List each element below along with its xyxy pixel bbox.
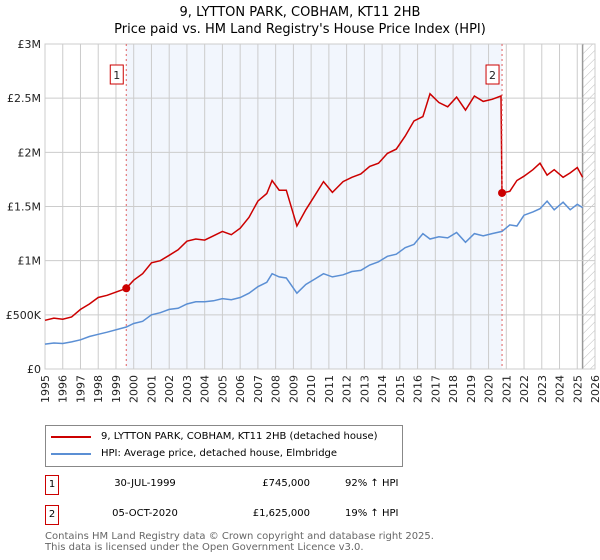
- y-tick-label: £2.5M: [7, 92, 41, 105]
- x-tick-label: 2013: [358, 375, 371, 403]
- x-tick-label: 1998: [92, 375, 105, 403]
- sale-badge-label: 2: [489, 69, 496, 82]
- hpi-diff: 92% ↑ HPI: [345, 478, 399, 489]
- x-tick-label: 2024: [554, 375, 567, 403]
- title: 9, LYTTON PARK, COBHAM, KT11 2HB: [179, 5, 421, 20]
- x-tick-label: 2021: [500, 375, 513, 403]
- footer: Contains HM Land Registry data © Crown c…: [45, 531, 434, 553]
- x-tick-label: 2016: [412, 375, 425, 403]
- x-tick-label: 2023: [536, 375, 549, 403]
- y-tick-label: £0: [27, 363, 41, 376]
- x-tick-label: 2018: [447, 375, 460, 403]
- sale-date: 30-JUL-1999: [114, 478, 176, 489]
- x-tick-label: 2019: [465, 375, 478, 403]
- x-tick-label: 2010: [305, 375, 318, 403]
- sale-badge-label: 1: [113, 69, 120, 82]
- chart-title: 9, LYTTON PARK, COBHAM, KT11 2HB Price p…: [0, 4, 600, 38]
- x-tick-label: 2001: [145, 375, 158, 403]
- table-row: 1 30-JUL-1999 £745,000 92% ↑ HPI: [45, 475, 445, 495]
- x-tick-label: 2015: [394, 375, 407, 403]
- x-tick-label: 1997: [74, 375, 87, 403]
- x-tick-label: 1995: [39, 375, 52, 403]
- x-tick-label: 2006: [234, 375, 247, 403]
- legend-label: HPI: Average price, detached house, Elmb…: [101, 448, 338, 459]
- sale-badge: [485, 64, 500, 85]
- y-tick-label: £1.5M: [7, 201, 41, 214]
- legend-item-property: 9, LYTTON PARK, COBHAM, KT11 2HB (detach…: [51, 431, 378, 442]
- x-tick-label: 2003: [181, 375, 194, 403]
- x-tick-label: 2007: [252, 375, 265, 403]
- x-tick-label: 2004: [199, 375, 212, 403]
- hpi-diff: 19% ↑ HPI: [345, 508, 399, 519]
- marker-badge: 1: [45, 475, 59, 495]
- price-chart: 1995 1996 1997 1998 1999 2000 2001 2002 2003 2004…: [6, 38, 600, 403]
- marker-badge: 2: [45, 505, 59, 525]
- table-row: 2 05-OCT-2020 £1,625,000 19% ↑ HPI: [45, 505, 445, 525]
- legend-swatch-blue: [51, 452, 91, 455]
- x-tick-label: 2017: [429, 375, 442, 403]
- x-tick-label: 2000: [128, 375, 141, 403]
- chart-legend: 9, LYTTON PARK, COBHAM, KT11 2HB (detach…: [45, 425, 403, 467]
- sale-badge: [109, 64, 124, 85]
- x-tick-label: 2022: [518, 375, 531, 403]
- x-tick-label: 2008: [270, 375, 283, 403]
- x-tick-label: 2005: [216, 375, 229, 403]
- x-tick-label: 2012: [341, 375, 354, 403]
- y-tick-label: £2M: [18, 146, 42, 159]
- legend-label: 9, LYTTON PARK, COBHAM, KT11 2HB (detach…: [101, 431, 378, 442]
- x-tick-label: 1999: [110, 375, 123, 403]
- sale-price: £1,625,000: [252, 508, 310, 519]
- legend-swatch-red: [51, 435, 91, 438]
- y-tick-label: £1M: [18, 255, 42, 268]
- sale-date: 05-OCT-2020: [112, 508, 178, 519]
- sale-point: [498, 188, 507, 197]
- x-tick-label: 2020: [483, 375, 496, 403]
- sale-point: [122, 284, 131, 293]
- hpi-line: [44, 199, 583, 345]
- x-tick-label: 2009: [287, 375, 300, 403]
- subtitle: Price paid vs. HM Land Registry's House …: [114, 22, 486, 37]
- y-tick-label: £3M: [18, 38, 42, 51]
- x-tick-label: 2002: [163, 375, 176, 403]
- y-tick-label: £500K: [6, 309, 42, 322]
- x-tick-label: 2014: [376, 375, 389, 403]
- footer-copyright: Contains HM Land Registry data © Crown c…: [45, 531, 434, 542]
- x-tick-label: 2026: [589, 375, 600, 403]
- x-tick-label: 2025: [571, 375, 584, 403]
- sale-price: £745,000: [262, 478, 310, 489]
- x-tick-label: 2011: [323, 375, 336, 403]
- x-tick-label: 1996: [57, 375, 70, 403]
- footer-licence: This data is licensed under the Open Gov…: [45, 542, 364, 553]
- legend-item-hpi: HPI: Average price, detached house, Elmb…: [51, 448, 337, 459]
